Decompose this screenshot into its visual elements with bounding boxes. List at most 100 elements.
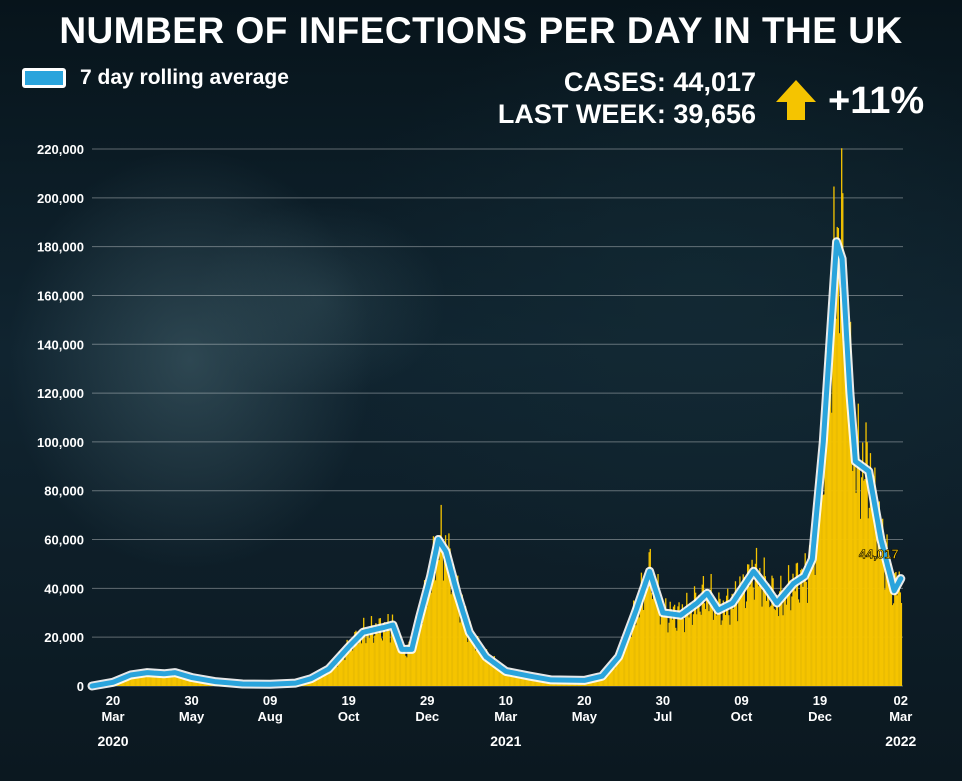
daily-bar	[680, 616, 682, 686]
daily-bar	[493, 656, 495, 686]
daily-bar	[346, 639, 348, 686]
daily-bar	[535, 677, 537, 686]
y-axis-ticks: 0 20,000 40,000 60,000 80,000 100,000 120,000 1…	[37, 142, 84, 694]
daily-bar	[521, 675, 523, 686]
daily-bar	[378, 618, 380, 686]
daily-bar	[328, 672, 331, 686]
daily-bar	[786, 592, 789, 686]
daily-bars	[93, 148, 903, 687]
daily-bar	[800, 570, 802, 686]
daily-bar	[633, 600, 635, 686]
daily-bar	[733, 599, 736, 686]
daily-bar	[423, 580, 426, 686]
daily-bar	[348, 652, 350, 686]
daily-bar	[480, 649, 482, 686]
daily-bar	[180, 676, 182, 686]
daily-bar	[895, 571, 897, 686]
daily-bar	[536, 679, 539, 686]
daily-bar	[422, 612, 425, 686]
daily-bar	[822, 495, 824, 686]
daily-bar	[499, 668, 501, 686]
daily-bar	[471, 639, 473, 686]
daily-bar	[315, 676, 317, 686]
daily-bar	[316, 675, 318, 686]
daily-bar	[639, 601, 641, 686]
daily-bar	[829, 363, 832, 686]
daily-bar	[739, 576, 741, 686]
daily-bar	[513, 672, 515, 686]
daily-bar	[514, 671, 516, 686]
daily-bar	[436, 544, 438, 686]
daily-bar	[748, 564, 750, 686]
daily-bar	[732, 608, 734, 686]
daily-bar	[463, 615, 466, 686]
last-value-label: 44,017	[859, 547, 899, 562]
daily-bar	[833, 186, 835, 687]
y-tick-label: 200,000	[37, 191, 84, 206]
daily-bar	[329, 664, 332, 686]
daily-bar	[442, 580, 445, 686]
daily-bar	[818, 506, 821, 686]
daily-bar	[666, 609, 668, 686]
daily-bar	[529, 678, 531, 686]
daily-bar	[824, 389, 826, 686]
daily-bar	[647, 588, 649, 686]
x-tick-day: 10	[499, 693, 513, 708]
daily-bar	[783, 594, 785, 686]
daily-bar	[722, 600, 724, 686]
daily-bar	[787, 565, 790, 686]
x-tick-day: 20	[577, 693, 591, 708]
daily-bar	[621, 655, 624, 686]
daily-bar	[874, 467, 876, 686]
daily-bar	[771, 575, 773, 686]
daily-bar	[450, 594, 452, 686]
daily-bar	[693, 586, 696, 686]
rolling-average-line	[87, 237, 906, 691]
daily-bar	[646, 588, 648, 686]
daily-bar	[361, 627, 364, 686]
daily-bar	[743, 577, 745, 686]
daily-bar	[875, 532, 877, 686]
daily-bar	[459, 622, 461, 686]
daily-bar	[784, 588, 786, 686]
daily-bar	[427, 596, 429, 686]
daily-bar	[868, 507, 871, 686]
daily-bar	[828, 322, 831, 686]
daily-bar	[338, 651, 341, 686]
x-tick-month: Dec	[415, 709, 439, 724]
daily-bar	[842, 193, 844, 686]
daily-bar	[394, 630, 396, 686]
daily-bar	[401, 652, 404, 686]
daily-bar	[456, 579, 458, 686]
daily-bar	[845, 286, 847, 686]
daily-bar	[617, 655, 619, 686]
daily-bar	[860, 477, 863, 686]
daily-bar	[791, 596, 793, 686]
daily-bar	[404, 645, 406, 686]
daily-bar	[888, 579, 890, 686]
x-tick-day: 19	[813, 693, 827, 708]
daily-bar	[410, 651, 412, 686]
daily-bar	[373, 642, 375, 686]
daily-bar	[668, 622, 670, 686]
daily-bar	[867, 518, 869, 686]
daily-bar	[332, 666, 334, 686]
daily-bar	[711, 597, 713, 686]
daily-bar	[673, 604, 676, 686]
daily-bar	[479, 650, 481, 686]
daily-bar	[702, 576, 705, 686]
daily-bar	[181, 676, 183, 686]
daily-bar	[392, 625, 395, 686]
daily-bar	[623, 651, 625, 686]
daily-bar	[723, 606, 726, 686]
daily-bar	[746, 564, 749, 686]
daily-bar	[386, 623, 388, 686]
daily-bar	[441, 541, 443, 686]
daily-bar	[781, 600, 783, 686]
daily-bar	[512, 675, 514, 686]
daily-bar	[855, 493, 857, 686]
daily-bar	[429, 589, 431, 686]
daily-bar	[692, 614, 695, 686]
daily-bar	[651, 599, 654, 686]
daily-bar	[140, 674, 142, 686]
